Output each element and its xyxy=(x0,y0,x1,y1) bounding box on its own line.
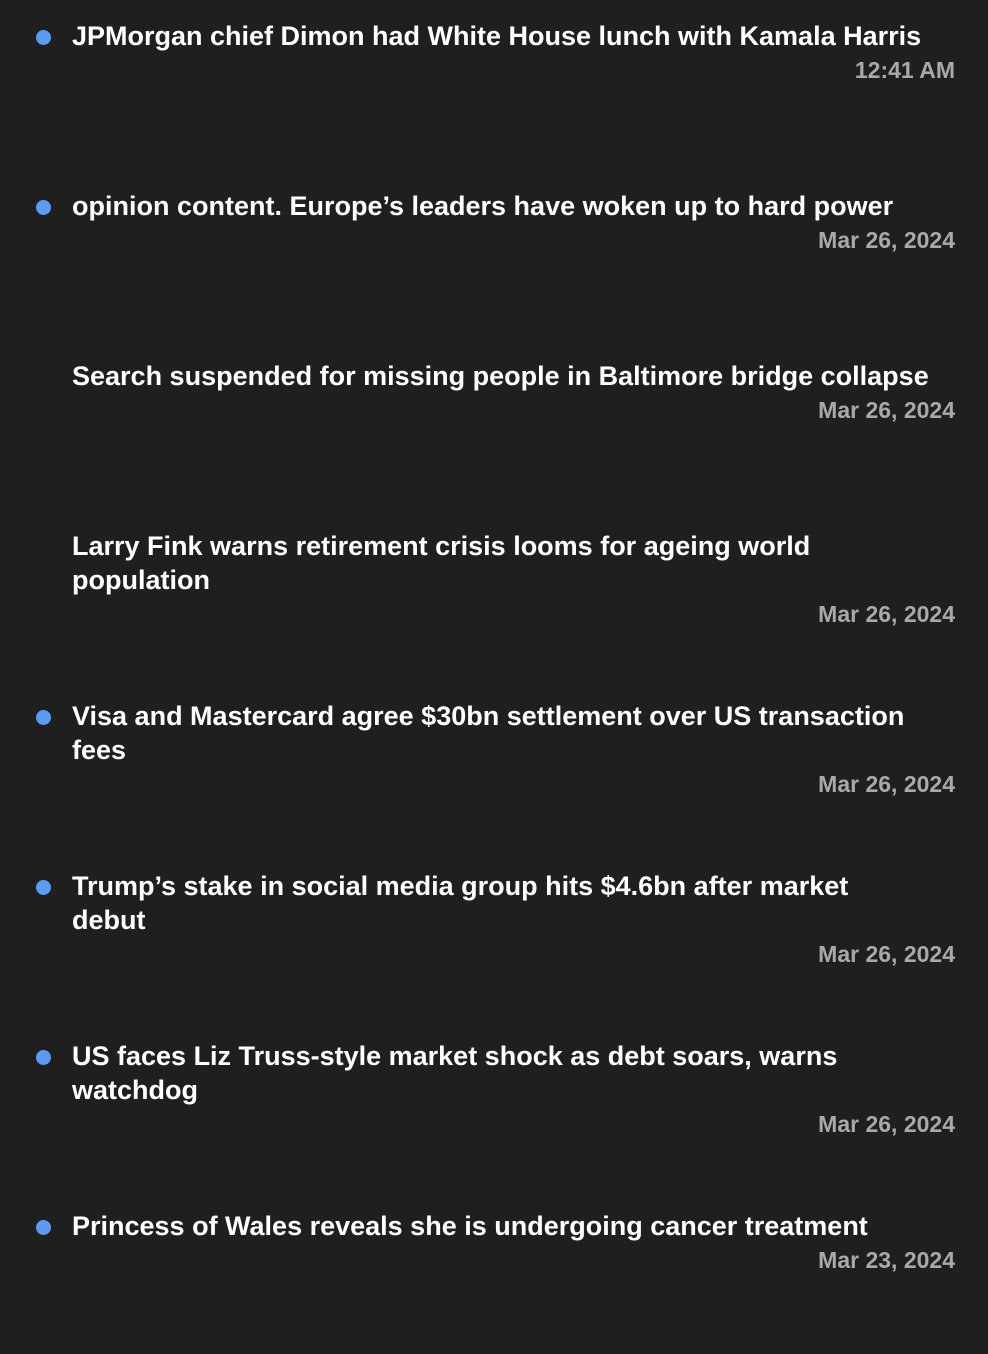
article-title: Princess of Wales reveals she is undergo… xyxy=(72,1211,868,1241)
unread-dot-icon xyxy=(36,1220,51,1235)
article-date: Mar 26, 2024 xyxy=(818,941,955,967)
article-title: opinion content. Europe’s leaders have w… xyxy=(72,191,894,221)
article-date: Mar 26, 2024 xyxy=(818,397,955,423)
article-date: Mar 26, 2024 xyxy=(818,771,955,797)
article-title: Trump’s stake in social media group hits… xyxy=(72,871,849,935)
article-title: US faces Liz Truss-style market shock as… xyxy=(72,1041,838,1105)
article-date: Mar 26, 2024 xyxy=(818,227,955,253)
article-title: Search suspended for missing people in B… xyxy=(72,361,929,391)
unread-dot-icon xyxy=(36,200,51,215)
unread-dot-icon xyxy=(36,710,51,725)
article-date: Mar 23, 2024 xyxy=(818,1247,955,1273)
unread-dot-icon xyxy=(36,880,51,895)
unread-dot-icon xyxy=(36,1050,51,1065)
article-title: Larry Fink warns retirement crisis looms… xyxy=(72,531,811,595)
unread-dot-icon xyxy=(36,30,51,45)
article-date: 12:41 AM xyxy=(854,57,955,83)
article-title: Visa and Mastercard agree $30bn settleme… xyxy=(72,701,905,765)
article-date: Mar 26, 2024 xyxy=(818,1111,955,1137)
article-date: Mar 26, 2024 xyxy=(818,601,955,627)
article-title: JPMorgan chief Dimon had White House lun… xyxy=(72,21,922,51)
